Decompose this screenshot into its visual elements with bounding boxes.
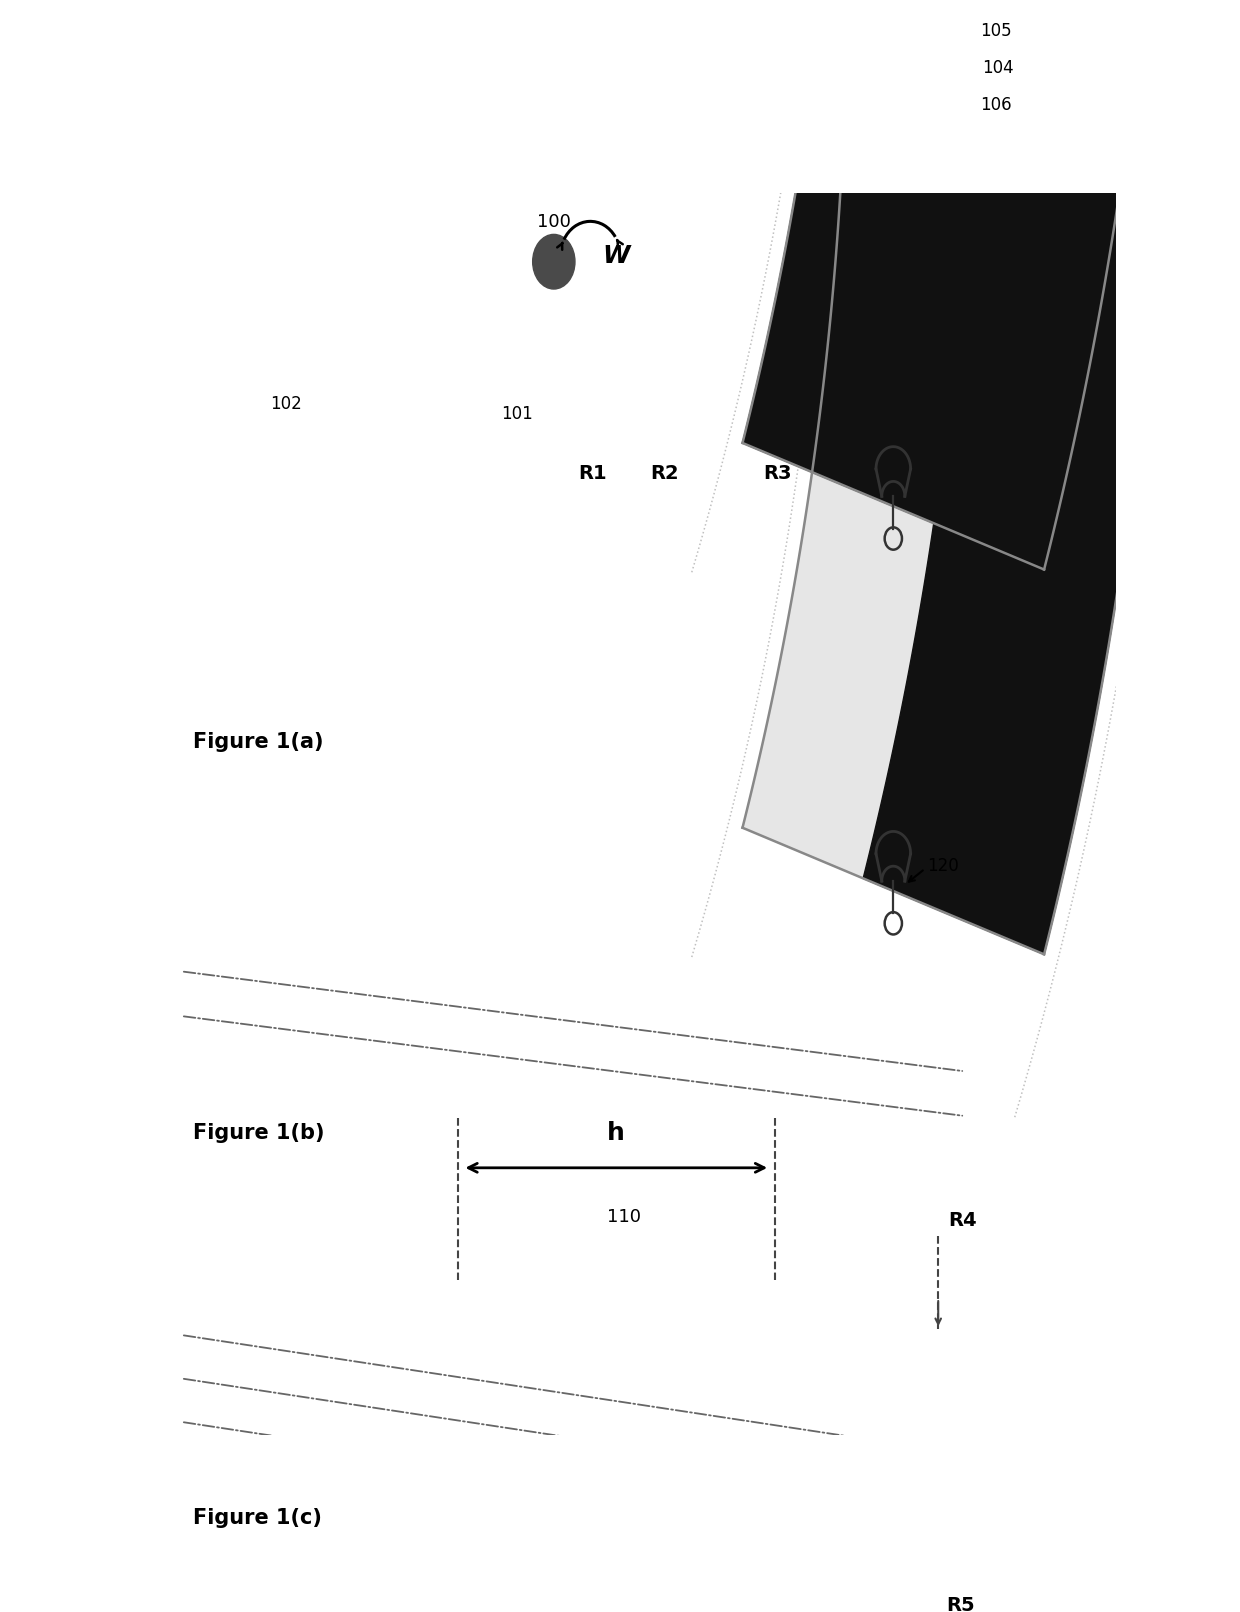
Polygon shape (743, 0, 1164, 569)
Polygon shape (743, 0, 1164, 179)
Polygon shape (743, 0, 1164, 569)
Text: 102: 102 (270, 395, 303, 413)
Polygon shape (743, 0, 1164, 954)
Text: h: h (608, 1122, 625, 1146)
Text: Figure 1(c): Figure 1(c) (193, 1507, 322, 1528)
Text: R1: R1 (578, 464, 606, 482)
Circle shape (533, 234, 575, 289)
Text: 104: 104 (982, 60, 1013, 77)
Text: 120: 120 (928, 858, 959, 875)
Text: 101: 101 (501, 405, 533, 422)
Text: 105: 105 (980, 23, 1012, 40)
Text: 100: 100 (537, 213, 570, 231)
Text: R4: R4 (947, 1211, 976, 1230)
Text: 110: 110 (606, 1209, 641, 1227)
Text: R2: R2 (650, 464, 678, 482)
Text: 103: 103 (901, 192, 934, 210)
Text: R5: R5 (946, 1596, 975, 1612)
Text: Figure 1(a): Figure 1(a) (193, 732, 324, 753)
Text: W: W (601, 243, 630, 268)
Text: R3: R3 (764, 464, 792, 482)
Text: Figure 1(b): Figure 1(b) (193, 1124, 325, 1143)
Polygon shape (863, 0, 1164, 954)
Text: 106: 106 (980, 97, 1012, 114)
